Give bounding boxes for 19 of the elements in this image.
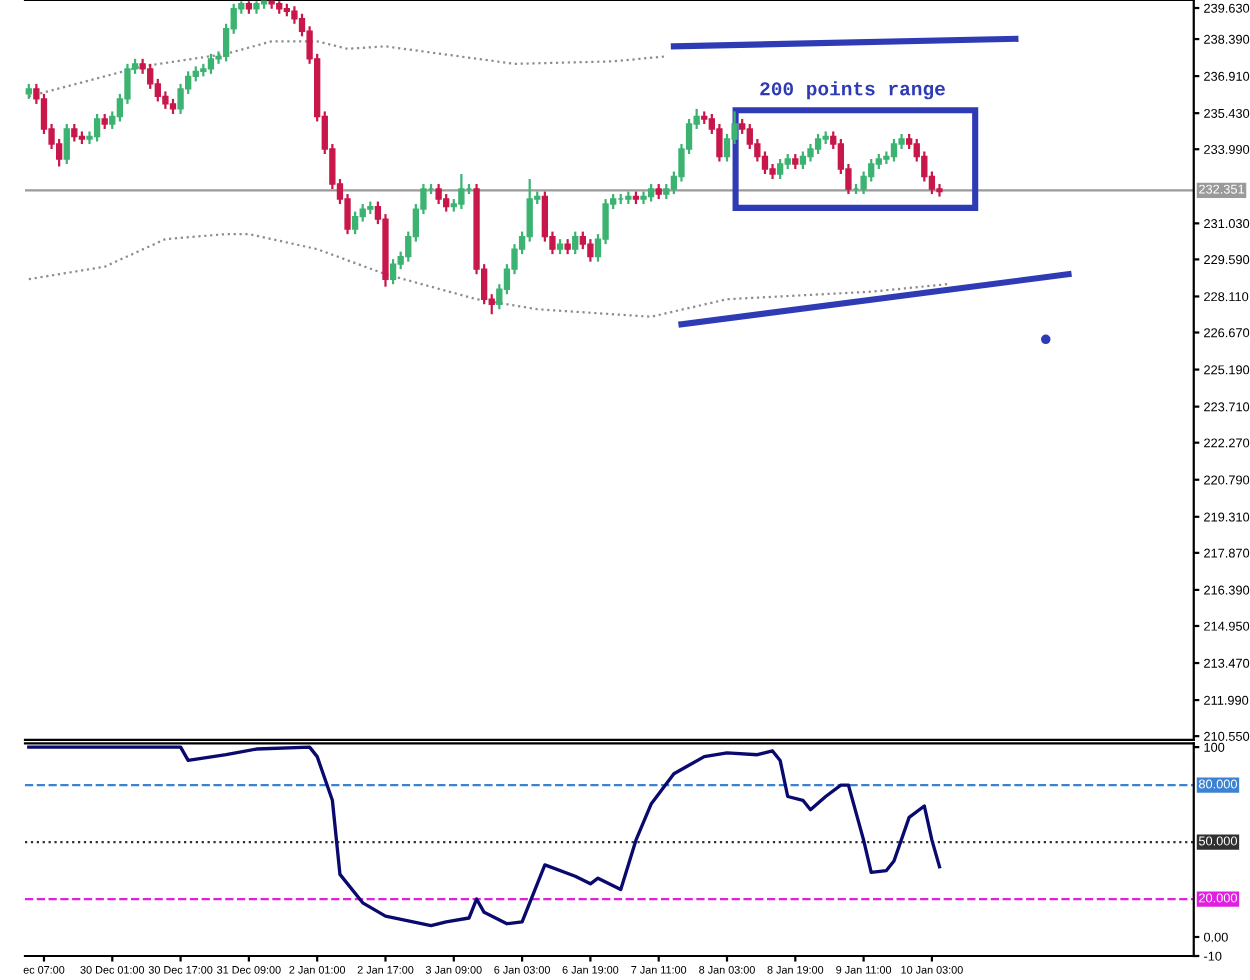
- candlestick: [587, 238, 594, 263]
- candlestick: [716, 122, 723, 163]
- candlestick: [572, 230, 579, 256]
- candlestick: [63, 122, 70, 166]
- line-series: [27, 745, 942, 928]
- candlestick: [761, 150, 769, 176]
- candlestick: [526, 177, 533, 243]
- candlestick: [389, 258, 397, 286]
- candlestick: [435, 182, 442, 206]
- candlestick: [93, 112, 101, 143]
- annotation: 200 points range: [760, 81, 945, 100]
- candlestick: [814, 132, 822, 156]
- candlestick: [458, 172, 465, 211]
- line-series: [27, 233, 949, 318]
- candlestick: [351, 210, 359, 236]
- candlestick: [890, 137, 898, 163]
- candlestick: [147, 62, 154, 90]
- candlestick: [776, 157, 784, 181]
- candlestick: [207, 52, 215, 75]
